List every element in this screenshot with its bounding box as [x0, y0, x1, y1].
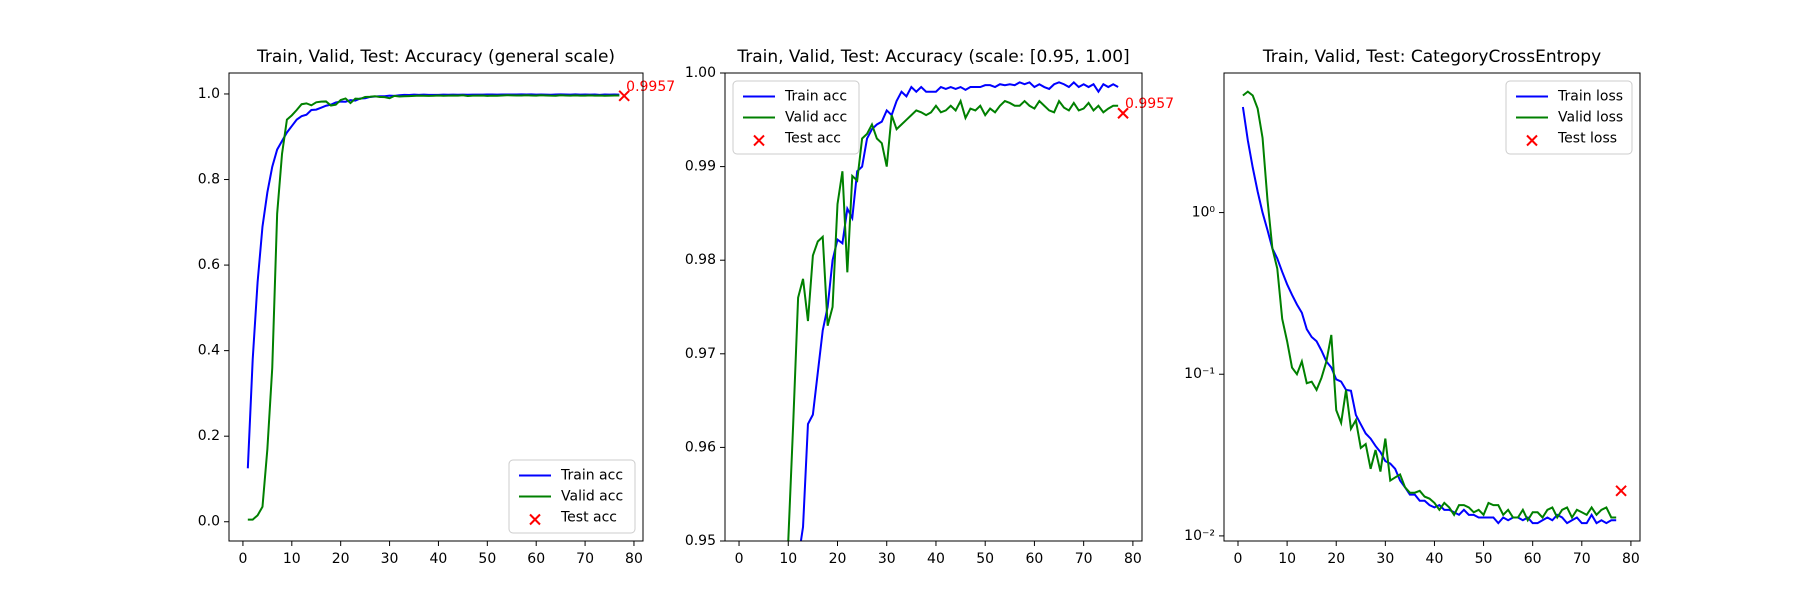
y-tick-label: 1.0 [198, 86, 220, 102]
x-tick-label: 60 [527, 551, 545, 567]
x-tick-label: 30 [878, 551, 896, 567]
x-tick-label: 20 [332, 551, 350, 567]
axes-frame [1223, 72, 1641, 542]
test-marker [1615, 485, 1627, 497]
x-tick-label: 80 [625, 551, 643, 567]
axes-frame [724, 72, 1143, 542]
legend-label: Train acc [560, 468, 623, 484]
y-tick-label: 10⁻² [1184, 528, 1215, 544]
plot-area [1241, 90, 1617, 525]
y-tick-label: 10⁻¹ [1184, 366, 1215, 382]
x-tick-label: 20 [1327, 551, 1345, 567]
x-tick-label: 80 [1622, 551, 1640, 567]
x-tick-label: 80 [1124, 551, 1142, 567]
x-tick-label: 30 [381, 551, 399, 567]
legend-label: Train acc [784, 89, 847, 105]
y-tick-label: 0.96 [685, 439, 716, 455]
legend-label: Valid acc [785, 110, 847, 126]
y-tick-label: 0.95 [685, 533, 716, 549]
x-tick-label: 70 [1075, 551, 1093, 567]
legend-box [1505, 80, 1633, 155]
y-tick-label: 0.0 [198, 514, 220, 530]
test-marker [1117, 107, 1129, 119]
x-tick-label: 60 [1026, 551, 1044, 567]
legend-box [732, 80, 860, 155]
x-tick-label: 40 [927, 551, 945, 567]
y-tick-label: 0.4 [198, 343, 220, 359]
y-tick-label: 0.97 [685, 346, 716, 362]
x-tick-label: 0 [238, 551, 247, 567]
x-tick-label: 50 [976, 551, 994, 567]
y-tick-label: 1.00 [685, 65, 716, 81]
chart-title: Train, Valid, Test: Accuracy (scale: [0.… [736, 47, 1129, 67]
series-line [1241, 106, 1617, 525]
x-tick-label: 60 [1524, 551, 1542, 567]
y-tick-label: 0.8 [198, 172, 220, 188]
x-tick-label: 10 [283, 551, 301, 567]
x-tick-label: 20 [829, 551, 847, 567]
x-tick-label: 0 [735, 551, 744, 567]
plot-area [787, 80, 1119, 541]
y-tick-label: 0.2 [198, 428, 220, 444]
series-line [1242, 90, 1617, 523]
test-annotation: 0.9957 [626, 79, 675, 95]
legend-label: Test acc [560, 510, 617, 526]
legend-label: Valid acc [561, 489, 623, 505]
legend-box [508, 459, 636, 534]
legend-marker [1526, 134, 1538, 147]
legend-marker [753, 134, 765, 147]
y-tick-label: 10⁰ [1192, 205, 1216, 221]
y-tick-label: 0.98 [685, 252, 716, 268]
series-line [787, 98, 1119, 541]
axes-frame [228, 72, 644, 542]
x-tick-label: 0 [1234, 551, 1243, 567]
series-line [799, 80, 1119, 541]
x-tick-label: 50 [1475, 551, 1493, 567]
legend-label: Train loss [1557, 89, 1623, 105]
x-tick-label: 50 [478, 551, 496, 567]
x-tick-label: 70 [1573, 551, 1591, 567]
x-tick-label: 30 [1376, 551, 1394, 567]
test-annotation: 0.9957 [1125, 96, 1174, 112]
chart-title: Train, Valid, Test: CategoryCrossEntropy [1262, 47, 1601, 67]
series-line [247, 94, 620, 521]
x-tick-label: 10 [1278, 551, 1296, 567]
x-tick-label: 70 [576, 551, 594, 567]
x-tick-label: 40 [430, 551, 448, 567]
x-tick-label: 10 [779, 551, 797, 567]
legend-label: Test loss [1557, 131, 1617, 147]
y-tick-label: 0.6 [198, 257, 220, 273]
test-marker [618, 90, 630, 102]
legend-marker [529, 513, 541, 526]
y-tick-label: 0.99 [685, 159, 716, 175]
plot-area [246, 93, 620, 521]
legend-label: Test acc [784, 131, 841, 147]
chart-title: Train, Valid, Test: Accuracy (general sc… [256, 47, 615, 67]
x-tick-label: 40 [1426, 551, 1444, 567]
legend-label: Valid loss [1558, 110, 1623, 126]
